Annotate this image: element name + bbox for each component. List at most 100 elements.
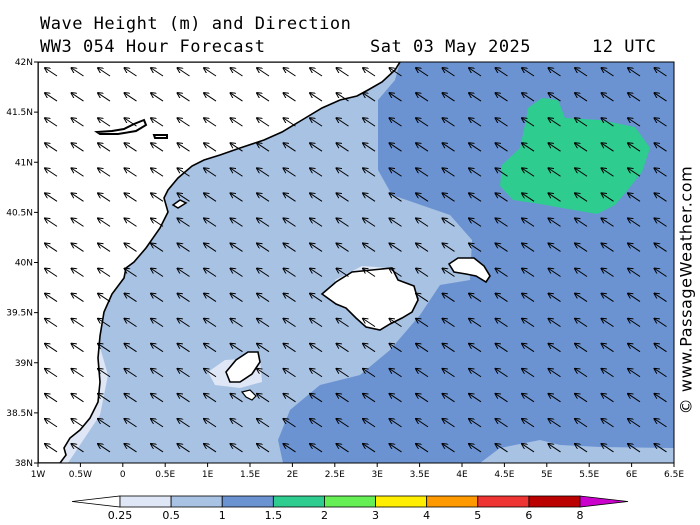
wave-arrow — [204, 344, 217, 353]
wave-arrow — [575, 444, 588, 453]
wave-arrow — [390, 344, 402, 353]
wave-arrow — [443, 168, 455, 177]
wave-arrow — [390, 394, 402, 403]
wave-arrow — [231, 419, 243, 428]
wave-arrow — [178, 269, 190, 277]
wave-arrow — [337, 243, 349, 252]
wave-arrow — [522, 369, 535, 378]
wave-arrow — [628, 419, 641, 428]
wave-arrow — [575, 369, 588, 378]
wave-arrow — [549, 118, 561, 127]
lat-tick-label: 40.5N — [6, 208, 33, 218]
wave-arrow — [151, 93, 164, 102]
map-layers — [38, 62, 674, 463]
wave-arrow — [231, 168, 243, 177]
wave-arrow — [443, 369, 455, 378]
wave-arrow — [125, 294, 137, 302]
wave-arrow — [469, 168, 482, 177]
wave-arrow — [469, 419, 482, 428]
wave-arrow — [522, 294, 535, 302]
wave-arrow — [284, 344, 296, 353]
wave-arrow — [390, 319, 402, 328]
wave-arrow — [522, 269, 535, 277]
legend-tick-label: 1 — [219, 509, 226, 522]
wave-arrow — [522, 243, 535, 252]
wave-direction-arrows — [45, 68, 667, 453]
wave-arrow — [628, 394, 641, 403]
wave-arrow — [98, 218, 111, 227]
wave-arrow — [628, 344, 641, 353]
wave-arrow — [231, 319, 243, 328]
wave-arrow — [125, 68, 137, 77]
wave-arrow — [575, 218, 588, 227]
wave-arrow — [575, 344, 588, 353]
wave-arrow — [363, 319, 376, 328]
wave-arrow — [522, 143, 535, 152]
legend-swatch — [272, 495, 325, 508]
wave-arrow — [45, 319, 58, 328]
wave-arrow — [363, 419, 376, 428]
lon-tick-label: 4E — [456, 470, 468, 480]
wave-arrow — [151, 168, 164, 177]
legend-swatch — [528, 495, 581, 508]
wave-arrow — [125, 143, 137, 152]
wave-arrow — [45, 369, 58, 378]
wave-arrow — [72, 218, 84, 227]
wave-arrow — [310, 444, 323, 453]
wave-arrow — [549, 294, 561, 302]
lon-tick-label: 1.5E — [240, 470, 260, 480]
wave-arrow — [151, 118, 164, 127]
wave-arrow — [496, 243, 508, 252]
wave-arrow — [125, 118, 137, 127]
wave-arrow — [655, 168, 667, 177]
wave-arrow — [337, 344, 349, 353]
wave-arrow — [45, 143, 58, 152]
wave-arrow — [522, 68, 535, 77]
legend-high-cap — [579, 495, 629, 508]
wave-arrow — [72, 93, 84, 102]
wave-arrow — [337, 369, 349, 378]
wave-arrow — [45, 294, 58, 302]
wave-arrow — [628, 218, 641, 227]
wave-arrow — [416, 143, 429, 152]
lat-tick-label: 38.5N — [6, 409, 33, 419]
wave-arrow — [72, 394, 84, 403]
wave-arrow — [469, 344, 482, 353]
wave-arrow — [45, 193, 58, 202]
wave-arrow — [231, 118, 243, 127]
wave-arrow — [549, 143, 561, 152]
wave-arrow — [45, 344, 58, 353]
wave-arrow — [284, 444, 296, 453]
legend-swatch — [375, 495, 428, 508]
wave-arrow — [443, 269, 455, 277]
wave-arrow — [443, 419, 455, 428]
wave-arrow — [72, 294, 84, 302]
lon-tick-label: 6.5E — [664, 470, 684, 480]
wave-arrow — [390, 118, 402, 127]
forecast-label: WW3 054 Hour Forecast — [40, 37, 266, 57]
wave-arrow — [337, 193, 349, 202]
wave-arrow — [363, 218, 376, 227]
wave-arrow — [496, 193, 508, 202]
wave-arrow — [310, 369, 323, 378]
legend-low-cap — [71, 495, 121, 508]
wave-arrow — [231, 93, 243, 102]
wave-arrow — [45, 168, 58, 177]
wave-arrow — [496, 369, 508, 378]
lat-tick-label: 38N — [15, 459, 33, 469]
wave-arrow — [310, 344, 323, 353]
wave-arrow — [310, 193, 323, 202]
wave-arrow — [204, 68, 217, 77]
lon-tick-label: 0.5W — [69, 470, 92, 480]
wave-arrow — [231, 193, 243, 202]
wave-arrow — [443, 243, 455, 252]
wave-arrow — [125, 93, 137, 102]
wave-arrow — [125, 243, 137, 252]
wave-arrow — [204, 419, 217, 428]
wave-arrow — [655, 369, 667, 378]
wave-arrow — [178, 118, 190, 127]
wave-arrow — [231, 444, 243, 453]
wave-arrow — [231, 243, 243, 252]
wave-arrow — [549, 344, 561, 353]
wave-arrow — [204, 444, 217, 453]
